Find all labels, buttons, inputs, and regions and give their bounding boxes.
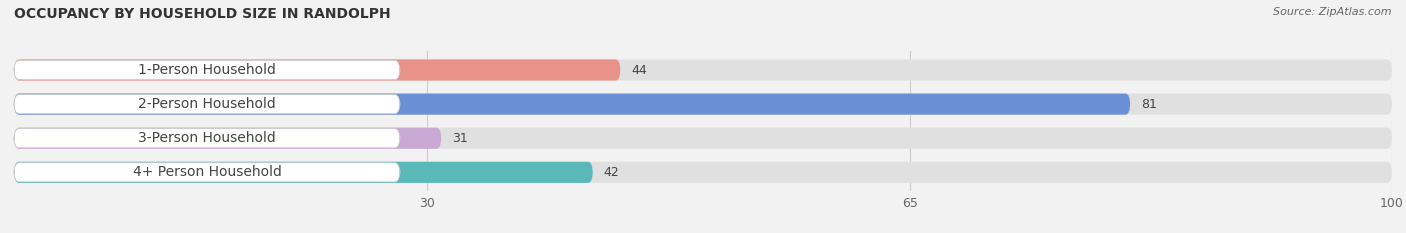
FancyBboxPatch shape	[14, 128, 1392, 149]
FancyBboxPatch shape	[14, 59, 1392, 81]
FancyBboxPatch shape	[14, 93, 1392, 115]
Text: 1-Person Household: 1-Person Household	[138, 63, 276, 77]
FancyBboxPatch shape	[14, 93, 1130, 115]
FancyBboxPatch shape	[14, 61, 399, 79]
FancyBboxPatch shape	[14, 162, 593, 183]
FancyBboxPatch shape	[14, 95, 399, 114]
FancyBboxPatch shape	[14, 162, 1392, 183]
Text: 2-Person Household: 2-Person Household	[138, 97, 276, 111]
Text: 44: 44	[631, 64, 647, 76]
Text: OCCUPANCY BY HOUSEHOLD SIZE IN RANDOLPH: OCCUPANCY BY HOUSEHOLD SIZE IN RANDOLPH	[14, 7, 391, 21]
Text: 3-Person Household: 3-Person Household	[138, 131, 276, 145]
Text: 81: 81	[1142, 98, 1157, 111]
Text: 42: 42	[603, 166, 620, 179]
Text: 4+ Person Household: 4+ Person Household	[132, 165, 281, 179]
Text: Source: ZipAtlas.com: Source: ZipAtlas.com	[1274, 7, 1392, 17]
FancyBboxPatch shape	[14, 128, 441, 149]
FancyBboxPatch shape	[14, 129, 399, 148]
FancyBboxPatch shape	[14, 59, 620, 81]
Text: 31: 31	[453, 132, 468, 145]
FancyBboxPatch shape	[14, 163, 399, 182]
